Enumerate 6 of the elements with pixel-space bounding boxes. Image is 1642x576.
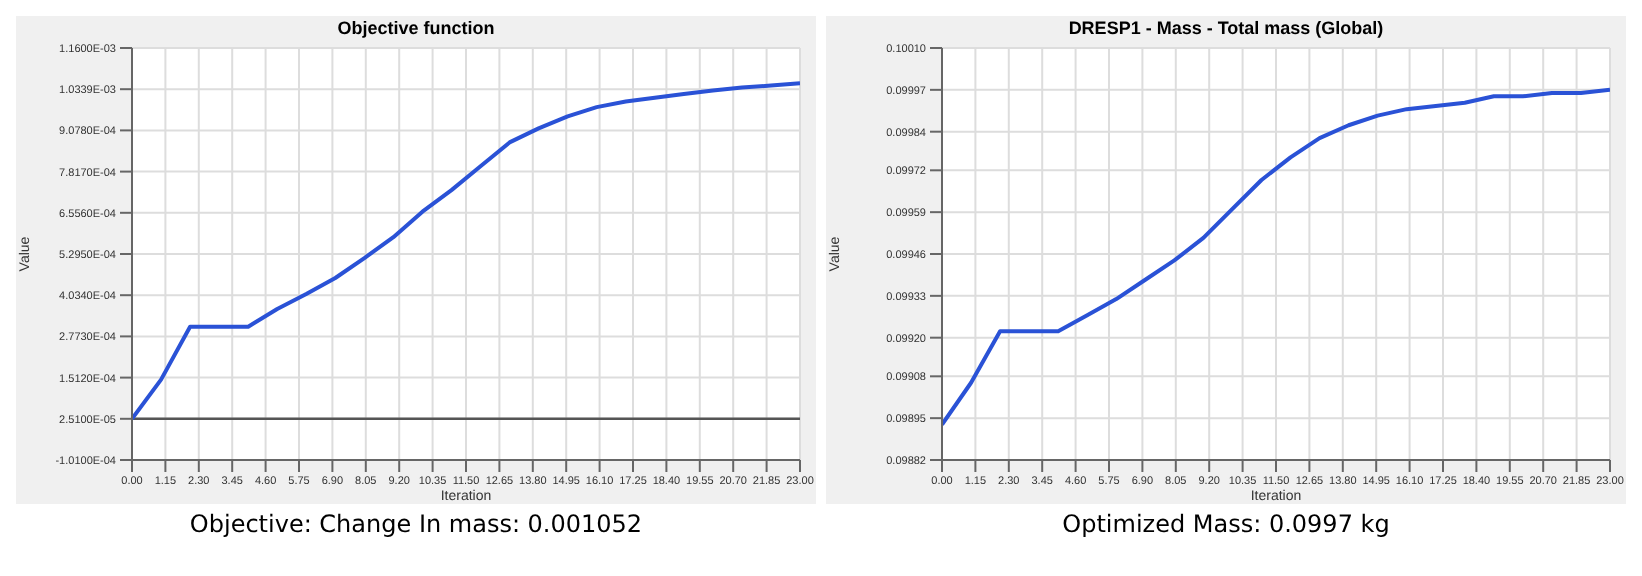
text: Optimized Mass: 0.0997 kg: [826, 504, 1626, 544]
chart-title: DRESP1 - Mass - Total mass (Global): [1068, 16, 1384, 40]
text: Objective: Change In mass: 0.001052: [16, 504, 816, 544]
line-series: [942, 87, 1610, 427]
chart-title: Objective function: [337, 16, 495, 40]
line-series: [132, 81, 800, 421]
